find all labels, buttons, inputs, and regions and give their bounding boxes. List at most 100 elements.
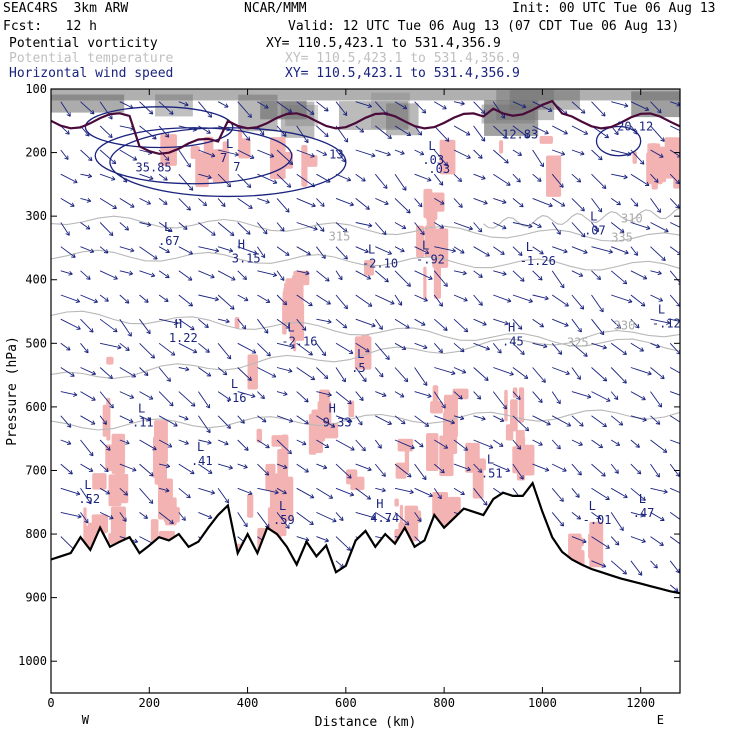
wind-vector bbox=[591, 173, 607, 189]
wind-vector-head bbox=[371, 514, 376, 520]
wind-vector bbox=[276, 415, 293, 422]
wind-vector bbox=[217, 343, 232, 360]
wind-vector bbox=[217, 198, 226, 207]
wind-vector bbox=[610, 439, 620, 446]
extremum-type: L bbox=[279, 499, 286, 513]
wind-vector-head bbox=[419, 150, 425, 156]
wind-vector-head bbox=[442, 105, 447, 110]
wind-vector bbox=[80, 343, 89, 354]
pv-shading-patch bbox=[152, 436, 165, 479]
wind-vector bbox=[158, 294, 169, 302]
wind-vector bbox=[532, 125, 549, 135]
wind-vector-head bbox=[544, 295, 549, 301]
wind-vector bbox=[335, 439, 355, 451]
pv-shading-patch bbox=[234, 316, 240, 329]
wind-vector-head bbox=[153, 255, 158, 260]
wind-vector-head bbox=[366, 275, 371, 280]
wind-vector-head bbox=[461, 369, 467, 374]
wind-vector-head bbox=[400, 150, 405, 155]
wind-vector bbox=[532, 222, 542, 228]
y-tick-label: 800 bbox=[25, 527, 47, 541]
wind-vector-head bbox=[188, 186, 194, 191]
wind-vector-head bbox=[623, 493, 628, 499]
wind-vector-head bbox=[635, 323, 640, 329]
extremum-value: 9.33 bbox=[323, 416, 352, 430]
wind-vector bbox=[375, 512, 391, 522]
wind-vector bbox=[80, 415, 96, 425]
extremum-value: .59 bbox=[273, 513, 295, 527]
wind-vector-head bbox=[65, 130, 70, 135]
pv-shading-patch bbox=[499, 140, 504, 154]
wind-vector bbox=[492, 125, 507, 139]
wind-vector bbox=[119, 439, 130, 444]
wind-vector-head bbox=[476, 395, 482, 400]
wind-vector bbox=[551, 198, 566, 207]
extremum-value: .52 bbox=[78, 492, 100, 506]
wind-vector bbox=[611, 173, 628, 178]
theta-label: 315 bbox=[329, 229, 351, 243]
wind-vector bbox=[198, 367, 211, 377]
wind-vector bbox=[237, 101, 252, 118]
wind-vector bbox=[316, 149, 327, 156]
wind-vector bbox=[571, 270, 583, 277]
wind-vector bbox=[394, 391, 405, 398]
wind-vector bbox=[394, 439, 415, 449]
extremum-value: .67 bbox=[158, 234, 180, 248]
wind-vector-head bbox=[173, 422, 178, 427]
wind-vector bbox=[257, 294, 271, 303]
wind-vector-head bbox=[597, 208, 603, 213]
wind-vector-head bbox=[280, 227, 285, 232]
wind-speed-contour bbox=[84, 106, 234, 149]
wind-vector-head bbox=[362, 377, 367, 383]
pv-shading-patch bbox=[222, 141, 229, 171]
wind-vector bbox=[178, 415, 189, 420]
wind-vector-head bbox=[378, 325, 383, 330]
wind-vector-head bbox=[192, 348, 198, 354]
wind-vector bbox=[316, 125, 329, 138]
wind-vector-head bbox=[109, 515, 114, 520]
wind-vector-head bbox=[361, 177, 366, 182]
wind-vector bbox=[80, 149, 93, 161]
wind-vector bbox=[80, 463, 94, 472]
wind-vector-head bbox=[441, 404, 446, 409]
wind-vector-head bbox=[150, 354, 156, 359]
wind-vector bbox=[276, 101, 293, 113]
wind-vector-head bbox=[599, 330, 605, 336]
wind-vector bbox=[119, 391, 134, 399]
wind-vector-head bbox=[76, 325, 81, 330]
wind-vector bbox=[630, 101, 649, 111]
wind-vector bbox=[296, 270, 310, 275]
wind-vector bbox=[650, 246, 666, 261]
wind-vector-head bbox=[477, 468, 483, 473]
pv-shading-patch bbox=[308, 413, 317, 455]
extremum-value: -.01 bbox=[583, 513, 612, 527]
extremum-type: L bbox=[589, 499, 596, 513]
wind-vector-head bbox=[368, 222, 373, 228]
wind-vector-head bbox=[271, 373, 277, 378]
wind-vector bbox=[335, 560, 344, 568]
wind-vector-head bbox=[539, 162, 544, 168]
wind-vector bbox=[237, 222, 251, 235]
wind-vector-head bbox=[580, 150, 585, 156]
wind-vector-head bbox=[423, 381, 428, 386]
extremum-type: L bbox=[197, 440, 204, 454]
wind-vector-head bbox=[146, 417, 151, 422]
wind-vector bbox=[551, 125, 568, 135]
wind-vector-head bbox=[272, 272, 278, 278]
wind-vector bbox=[669, 536, 680, 545]
wind-vector bbox=[237, 173, 252, 188]
wind-vector bbox=[375, 415, 392, 425]
wind-vector bbox=[669, 149, 680, 157]
wind-vector-head bbox=[222, 370, 228, 376]
extremum-value: .16 bbox=[225, 391, 247, 405]
wind-vector bbox=[670, 222, 680, 228]
wind-vector bbox=[453, 367, 466, 374]
wind-vector bbox=[552, 246, 568, 253]
wind-vector-head bbox=[228, 464, 233, 470]
wind-vector bbox=[355, 173, 366, 182]
wind-vector bbox=[119, 294, 130, 304]
wind-vector-head bbox=[647, 370, 652, 376]
wind-vector bbox=[316, 511, 337, 522]
wind-vector bbox=[669, 342, 680, 355]
wind-vector-head bbox=[505, 467, 511, 473]
